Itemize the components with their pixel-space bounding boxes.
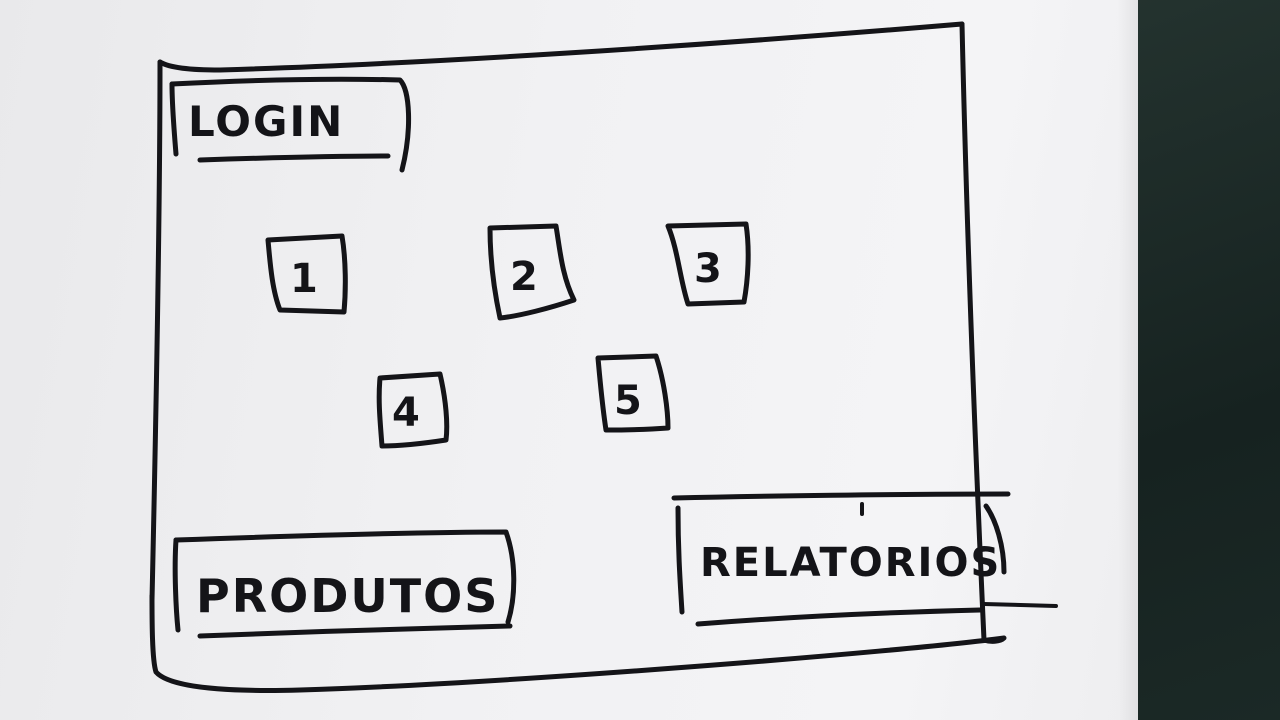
produtos-label: PRODUTOS	[196, 569, 499, 623]
box-5[interactable]: 5	[595, 353, 671, 433]
produtos-button[interactable]: PRODUTOS	[172, 529, 517, 639]
login-label: LOGIN	[188, 97, 344, 146]
box-4[interactable]: 4	[376, 371, 450, 449]
box-3-label: 3	[694, 246, 724, 292]
login-button[interactable]: LOGIN	[169, 76, 411, 173]
relatorios-label: RELATORIOS	[700, 540, 1001, 586]
screen-frame	[149, 21, 1058, 693]
paper-sheet	[0, 0, 1138, 720]
box-1[interactable]: 1	[265, 233, 348, 315]
paper-edge-shadow	[1118, 0, 1138, 720]
box-1-label: 1	[290, 256, 320, 302]
box-5-label: 5	[614, 378, 644, 424]
box-2-label: 2	[510, 254, 540, 300]
box-3[interactable]: 3	[665, 221, 751, 307]
box-2[interactable]: 2	[487, 223, 577, 321]
relatorios-button[interactable]: RELATORIOS	[671, 491, 1011, 627]
box-4-label: 4	[392, 390, 422, 436]
